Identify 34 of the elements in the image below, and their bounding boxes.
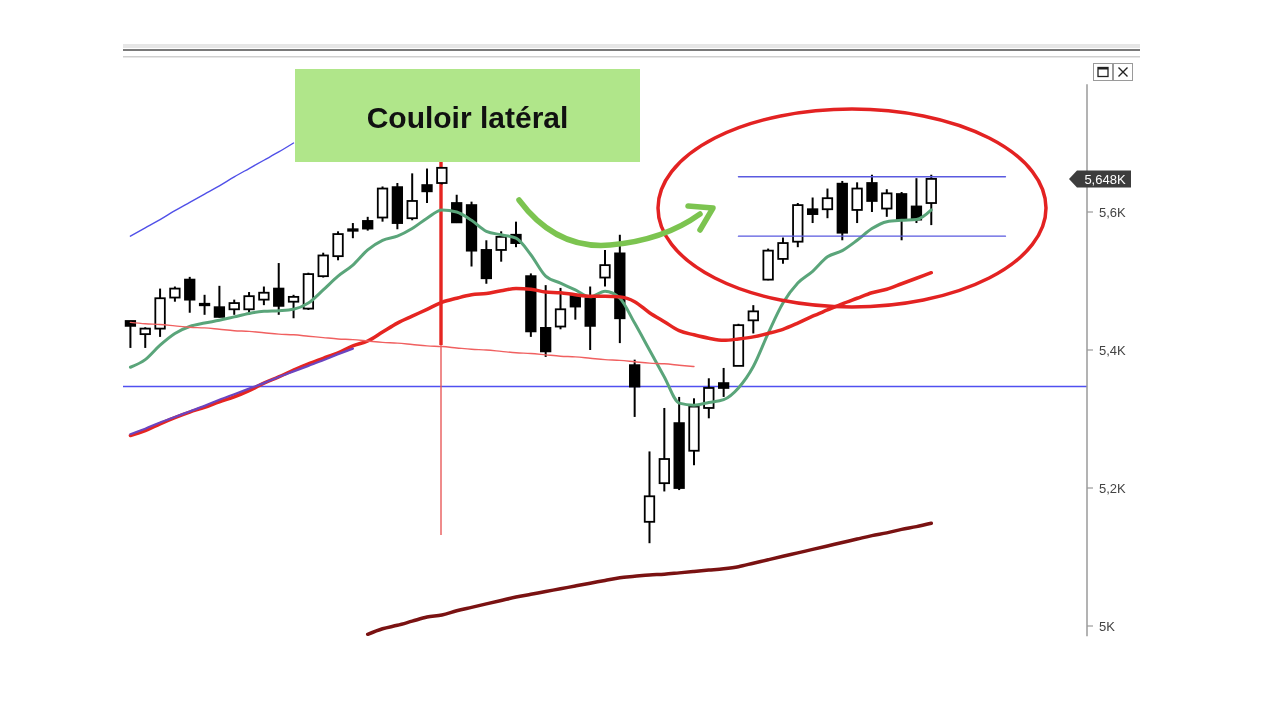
candlestick [599,248,611,288]
candlestick [421,167,433,205]
line-series [365,521,934,637]
candlestick [332,230,344,262]
candlestick [806,196,819,225]
line-series [129,142,295,237]
candlestick [495,230,507,263]
candlestick [198,293,211,316]
candlestick [287,293,300,320]
y-tick-label: 5,6K [1099,204,1127,220]
candlestick [273,262,285,316]
candlestick [851,181,863,225]
annotation: 5,648K [1084,171,1126,187]
candlestick [406,172,418,222]
candlestick [866,173,878,213]
line-series [129,347,354,436]
y-tick-label: 5,2K [1099,480,1127,496]
candlestick [139,326,151,349]
y-tick-label: 5,4K [1099,342,1127,358]
candlestick [124,320,137,349]
text: Couloir latéral [366,100,569,133]
candlestick [184,275,196,314]
candlestick [258,285,270,307]
candlestick [554,286,567,331]
y-tick-label: 5K [1099,618,1116,634]
candlestick [777,236,789,265]
candlestick [747,304,759,335]
candlestick [540,284,552,358]
candlestick [629,358,641,418]
candlestick [317,251,329,279]
candlestick [718,366,730,398]
candlestick [881,188,893,218]
candlestick [821,187,834,220]
candlestick [213,284,226,319]
